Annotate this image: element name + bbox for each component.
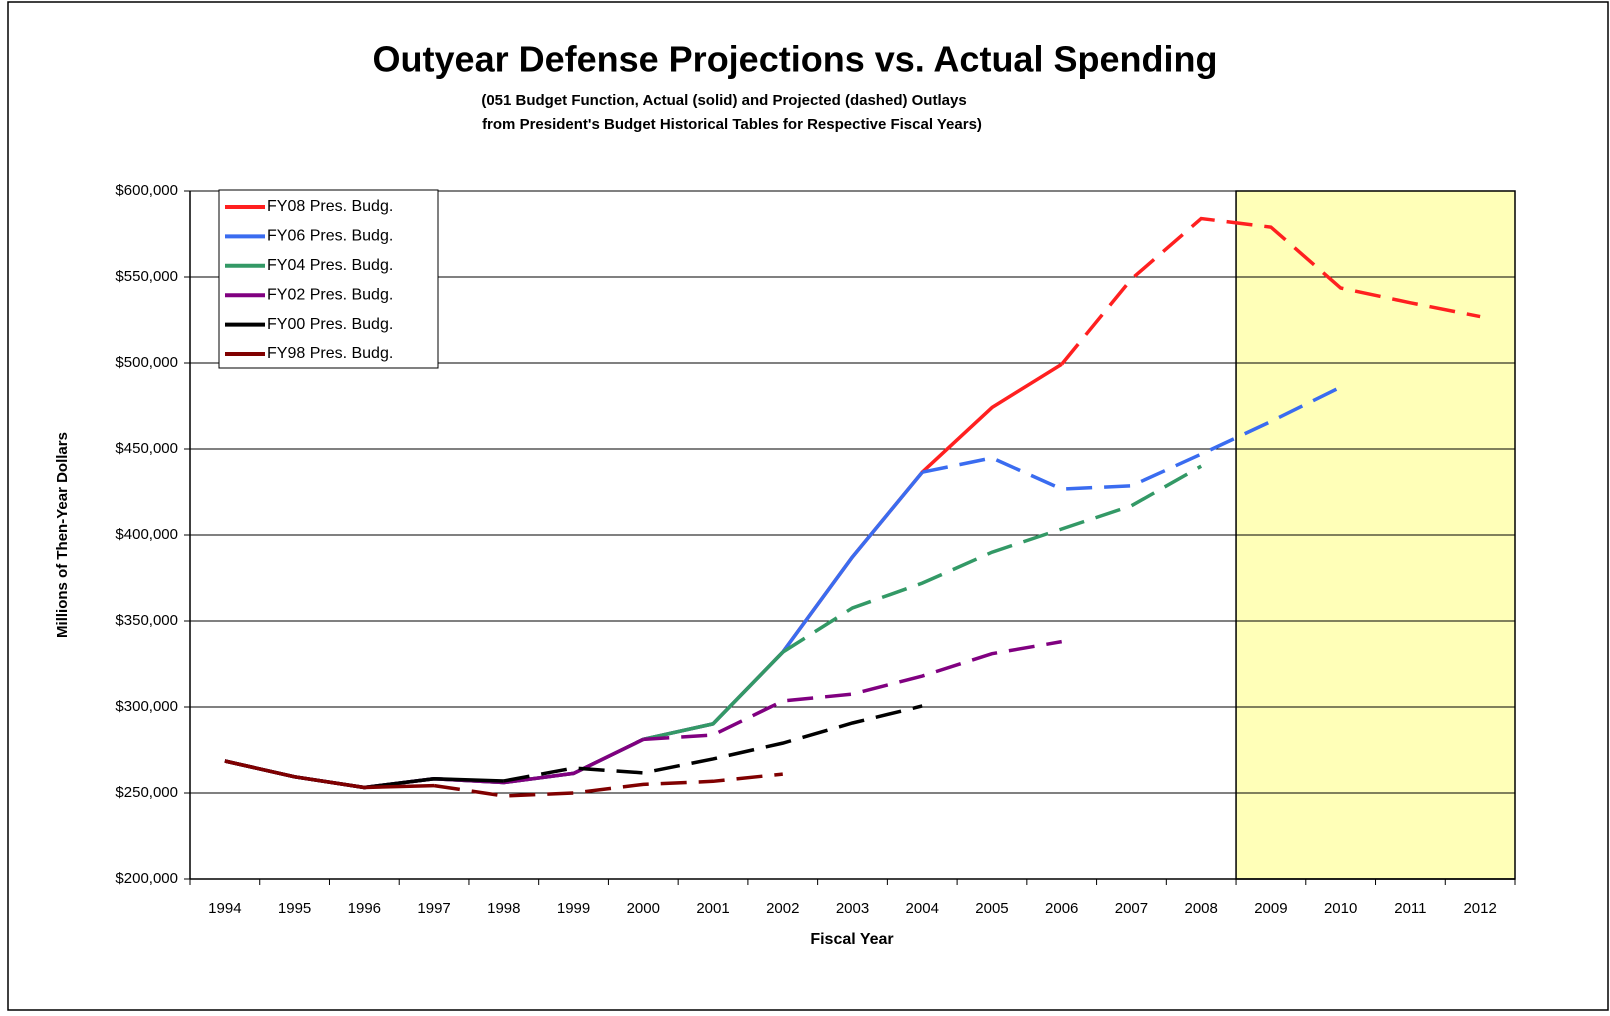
x-tick-label: 1997 <box>417 900 450 917</box>
x-tick-label: 2007 <box>1115 900 1148 917</box>
projected-line <box>433 772 783 798</box>
x-tick-label: 1999 <box>557 900 590 917</box>
legend-label: FY06 Pres. Budg. <box>267 228 393 245</box>
legend-label: FY04 Pres. Budg. <box>267 257 393 274</box>
actual-line <box>224 759 435 790</box>
x-tick-label: 2012 <box>1463 900 1496 917</box>
legend-box <box>218 189 439 369</box>
y-tick-label: $400,000 <box>115 526 178 543</box>
projected-line <box>1060 216 1481 366</box>
chart-subtitle: (051 Budget Function, Actual (solid) and… <box>481 92 966 109</box>
legend-label: FY00 Pres. Budg. <box>267 316 393 333</box>
x-tick-label: 2000 <box>627 900 660 917</box>
y-tick-label: $200,000 <box>115 870 178 887</box>
x-tick-label: 2002 <box>766 900 799 917</box>
x-tick-label: 1994 <box>208 900 241 917</box>
x-tick-label: 2006 <box>1045 900 1078 917</box>
y-tick-label: $600,000 <box>115 182 178 199</box>
projected-line <box>503 704 923 783</box>
y-tick-label: $350,000 <box>115 612 178 629</box>
projected-line <box>643 639 1063 742</box>
legend-label: FY02 Pres. Budg. <box>267 286 393 303</box>
chart-title: Outyear Defense Projections vs. Actual S… <box>373 39 1218 80</box>
legend-label: FY08 Pres. Budg. <box>267 198 393 215</box>
y-tick-label: $250,000 <box>115 784 178 801</box>
x-tick-label: 2005 <box>975 900 1008 917</box>
y-tick-label: $300,000 <box>115 698 178 715</box>
y-tick-label: $500,000 <box>115 354 178 371</box>
x-tick-label: 2011 <box>1394 900 1426 917</box>
chart-subtitle: from President's Budget Historical Table… <box>482 116 982 133</box>
x-tick-label: 2004 <box>906 900 939 917</box>
y-tick-label: $450,000 <box>115 440 178 457</box>
x-tick-label: 1998 <box>487 900 520 917</box>
x-tick-label: 2008 <box>1184 900 1217 917</box>
legend-label: FY98 Pres. Budg. <box>267 345 393 362</box>
x-axis-label: Fiscal Year <box>810 931 893 948</box>
x-tick-label: 2010 <box>1324 900 1357 917</box>
x-tick-label: 2009 <box>1254 900 1287 917</box>
y-axis-label: Millions of Then-Year Dollars <box>54 432 71 638</box>
projected-line <box>781 464 1203 654</box>
x-tick-label: 2001 <box>696 900 729 917</box>
x-tick-label: 1995 <box>278 900 311 917</box>
x-tick-label: 2003 <box>836 900 869 917</box>
y-tick-label: $550,000 <box>115 268 178 285</box>
x-tick-label: 1996 <box>348 900 381 917</box>
